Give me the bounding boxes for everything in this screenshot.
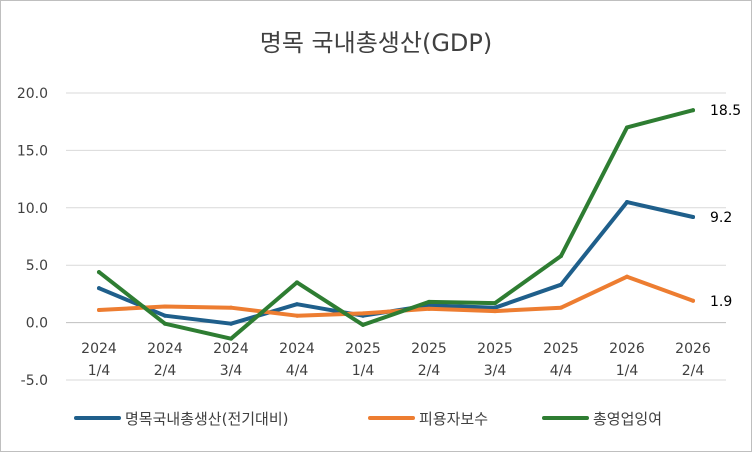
x-tick-label-year: 2025	[411, 341, 447, 357]
chart-title: 명목 국내총생산(GDP)	[260, 29, 492, 57]
y-tick-label: 20.0	[17, 86, 48, 102]
x-tick-label-year: 2025	[477, 341, 513, 357]
data-point	[427, 303, 431, 308]
x-tick-label-quarter: 1/4	[352, 363, 375, 379]
x-axis: 2024 1/4 2024 2/4 2024 3/4 2024 4/4 2025 1/4 2025 2…	[81, 341, 711, 379]
data-point	[295, 280, 299, 285]
data-point	[97, 286, 101, 291]
end-labels: 9.2 1.9 18.5	[710, 103, 741, 310]
end-value-label: 9.2	[710, 210, 732, 226]
data-point	[361, 311, 365, 316]
series-line-2	[97, 108, 695, 341]
data-point	[493, 305, 497, 310]
data-point	[97, 270, 101, 275]
x-tick-label-quarter: 3/4	[220, 363, 243, 379]
y-tick-label: 5.0	[26, 258, 48, 274]
data-point	[163, 304, 167, 309]
y-tick-label: 0.0	[26, 316, 48, 332]
data-point	[559, 282, 563, 287]
x-tick-label-quarter: 2/4	[682, 363, 705, 379]
x-tick-label-quarter: 2/4	[418, 363, 441, 379]
legend: 명목국내총생산(전기대비) 피용자보수 총영업잉여	[74, 410, 662, 428]
data-point	[427, 306, 431, 311]
data-point	[559, 254, 563, 259]
y-tick-label: -5.0	[21, 373, 48, 389]
data-point	[691, 214, 695, 219]
series-lines	[97, 108, 695, 341]
legend-label: 피용자보수	[419, 410, 488, 428]
grid-lines	[66, 92, 726, 381]
data-point	[625, 125, 629, 130]
y-tick-label: 15.0	[17, 143, 48, 159]
x-tick-label-quarter: 2/4	[154, 363, 177, 379]
end-value-label: 1.9	[710, 294, 732, 310]
data-point	[163, 313, 167, 318]
data-point	[295, 302, 299, 307]
data-point	[625, 200, 629, 205]
data-point	[493, 301, 497, 306]
x-tick-label-quarter: 4/4	[286, 363, 309, 379]
x-tick-label-quarter: 3/4	[484, 363, 507, 379]
data-point	[625, 274, 629, 279]
data-point	[493, 309, 497, 314]
data-point	[691, 298, 695, 303]
x-tick-label-year: 2024	[213, 341, 249, 357]
end-value-label: 18.5	[710, 103, 741, 119]
legend-label: 총영업잉여	[593, 410, 662, 428]
x-tick-label-year: 2025	[543, 341, 579, 357]
data-point	[229, 336, 233, 341]
legend-label: 명목국내총생산(전기대비)	[125, 410, 289, 428]
data-point	[295, 313, 299, 318]
data-point	[229, 305, 233, 310]
data-point	[427, 299, 431, 304]
series-line-1	[97, 274, 695, 318]
data-point	[559, 305, 563, 310]
x-tick-label-year: 2024	[81, 341, 117, 357]
data-point	[691, 108, 695, 113]
x-tick-label-year: 2026	[675, 341, 711, 357]
x-tick-label-quarter: 1/4	[616, 363, 639, 379]
x-tick-label-quarter: 1/4	[88, 363, 111, 379]
y-tick-label: 10.0	[17, 201, 48, 217]
data-point	[97, 307, 101, 312]
x-tick-label-year: 2024	[147, 341, 183, 357]
x-tick-label-quarter: 4/4	[550, 363, 573, 379]
data-point	[361, 322, 365, 327]
x-tick-label-year: 2026	[609, 341, 645, 357]
y-axis: 20.0 15.0 10.0 5.0 0.0 -5.0	[17, 86, 48, 389]
data-point	[229, 321, 233, 326]
x-tick-label-year: 2024	[279, 341, 315, 357]
data-point	[163, 321, 167, 326]
x-tick-label-year: 2025	[345, 341, 381, 357]
